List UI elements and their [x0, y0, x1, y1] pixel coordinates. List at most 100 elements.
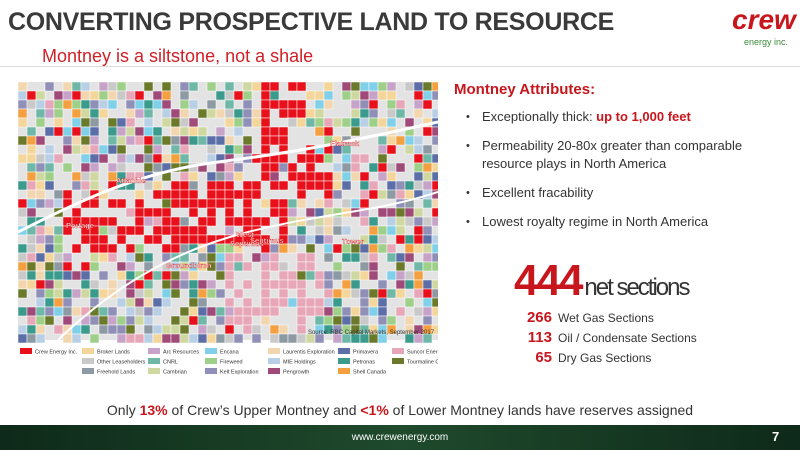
legend-label: Freehold Lands	[97, 370, 135, 376]
map-cell	[350, 306, 361, 317]
map-cell	[422, 82, 433, 92]
map-cell	[377, 315, 388, 326]
map-cell	[143, 82, 154, 92]
sections-total: 444 net sections	[514, 256, 691, 306]
legend-swatch	[82, 368, 94, 374]
map-cell	[287, 162, 298, 173]
map-cell	[269, 207, 280, 218]
map-cell	[152, 189, 163, 200]
map-cell	[89, 279, 100, 290]
map-cell	[224, 117, 235, 128]
map-cell	[332, 225, 343, 236]
map-cell	[125, 153, 136, 164]
map-cell	[359, 270, 370, 281]
map-cell	[98, 288, 109, 299]
map-cell	[35, 189, 46, 200]
map-cell	[143, 153, 154, 164]
map-cell	[242, 297, 253, 308]
map-cell	[44, 288, 55, 299]
map-cell	[359, 261, 370, 272]
map-cell	[35, 225, 46, 236]
map-cell	[170, 225, 181, 236]
map-cell	[314, 126, 325, 137]
map-cell	[53, 288, 64, 299]
map-cell	[422, 333, 433, 344]
map-cell	[224, 270, 235, 281]
map-cell	[224, 189, 235, 200]
map-cell	[377, 171, 388, 182]
map-cell	[152, 153, 163, 164]
map-cell	[44, 198, 55, 209]
map-cell	[395, 99, 406, 110]
map-cell	[395, 261, 406, 272]
map-cell	[413, 90, 424, 101]
map-cell	[62, 252, 73, 263]
map-cell	[215, 306, 226, 317]
map-cell	[143, 135, 154, 146]
map-cell	[368, 99, 379, 110]
map-cell	[71, 306, 82, 317]
map-cell	[134, 252, 145, 263]
map-cell	[404, 144, 415, 155]
map-cell	[323, 243, 334, 254]
map-cell	[296, 270, 307, 281]
map-cell	[134, 207, 145, 218]
map-cell	[170, 324, 181, 335]
map-cell	[269, 333, 280, 344]
map-cell	[296, 198, 307, 209]
map-cell	[143, 216, 154, 227]
map-cell	[395, 288, 406, 299]
section-row: 65 Dry Gas Sections	[520, 349, 697, 369]
map-cell	[431, 198, 438, 209]
map-cell	[98, 82, 109, 92]
map-cell	[125, 324, 136, 335]
map-cell	[116, 225, 127, 236]
map-cell	[206, 324, 217, 335]
map-cell	[341, 306, 352, 317]
map-cell	[260, 279, 271, 290]
map-cell	[125, 90, 136, 101]
map-cell	[359, 297, 370, 308]
legend-swatch	[268, 348, 280, 354]
map-cell	[125, 243, 136, 254]
map-cell	[422, 171, 433, 182]
map-cell	[98, 90, 109, 101]
map-cell	[305, 270, 316, 281]
map-cell	[107, 162, 118, 173]
map-cell	[395, 108, 406, 119]
map-cell	[89, 108, 100, 119]
map-cell	[134, 216, 145, 227]
map-cell	[89, 180, 100, 191]
map-cell	[215, 252, 226, 263]
map-cell	[62, 90, 73, 101]
map-cell	[170, 153, 181, 164]
map-cell	[18, 243, 28, 254]
legend-label: Crew Energy Inc.	[35, 350, 78, 356]
map-cell	[323, 171, 334, 182]
map-cell	[332, 162, 343, 173]
map-cell	[161, 324, 172, 335]
map-cell	[18, 99, 28, 110]
map-cell	[53, 324, 64, 335]
map-cell	[359, 117, 370, 128]
map-cell	[161, 243, 172, 254]
map-cell	[197, 315, 208, 326]
map-cell	[80, 126, 91, 137]
map-cell	[296, 333, 307, 344]
map-cell	[431, 153, 438, 164]
map-cell	[395, 180, 406, 191]
map-cell	[314, 234, 325, 245]
map-cell	[323, 288, 334, 299]
map-cell	[422, 261, 433, 272]
map-cell	[53, 198, 64, 209]
map-cell	[170, 180, 181, 191]
map-cell	[62, 288, 73, 299]
map-cell	[197, 297, 208, 308]
map-cell	[107, 243, 118, 254]
map-cell	[224, 90, 235, 101]
total-number: 444	[514, 256, 583, 305]
map-cell	[269, 162, 280, 173]
map-cell	[18, 117, 28, 128]
map-cell	[35, 252, 46, 263]
map-cell	[314, 99, 325, 110]
